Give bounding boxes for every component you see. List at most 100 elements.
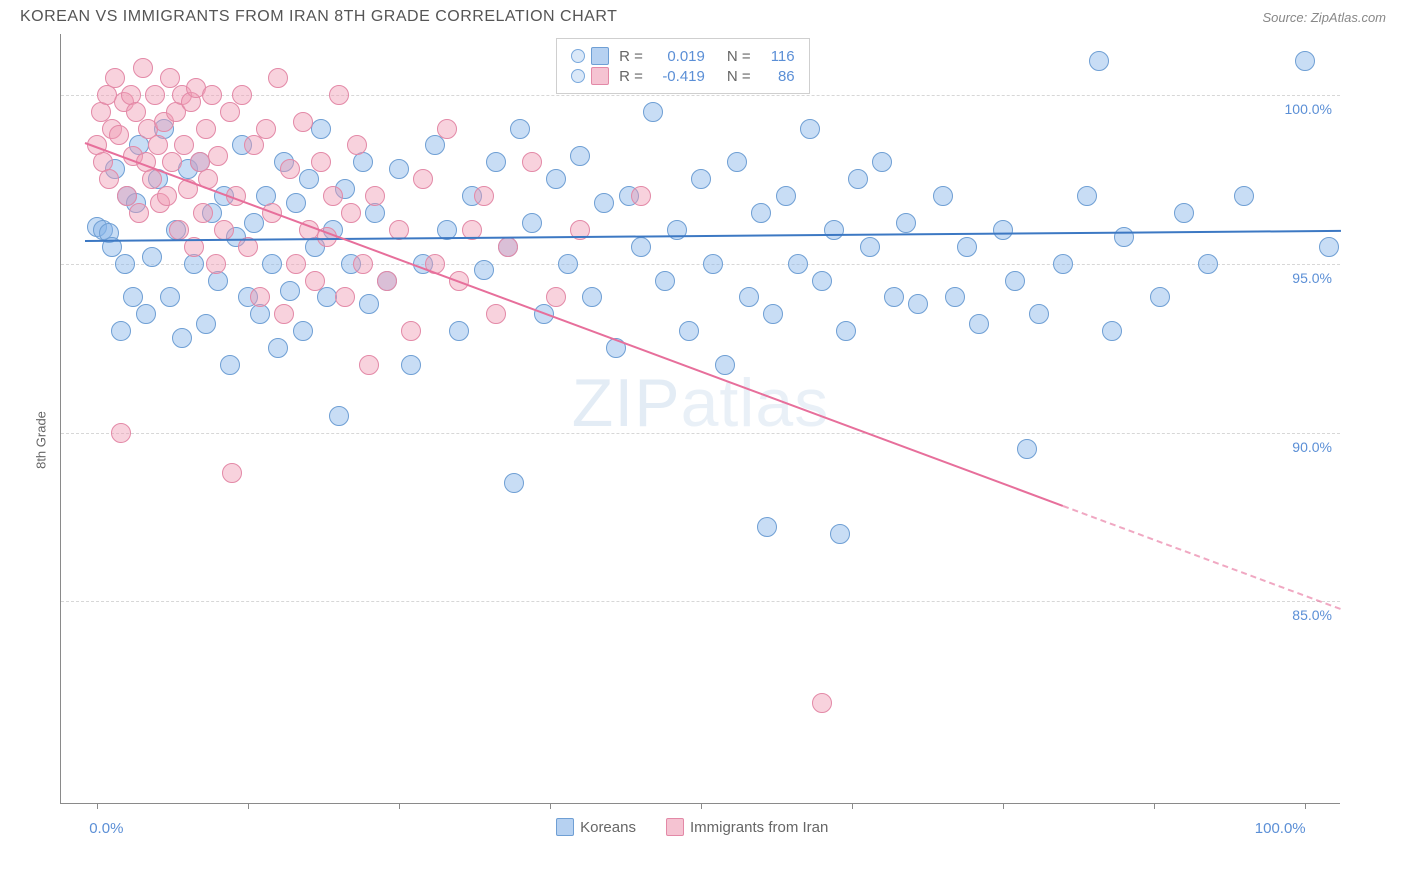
data-point	[522, 213, 542, 233]
data-point	[244, 213, 264, 233]
data-point	[558, 254, 578, 274]
data-point	[162, 152, 182, 172]
legend-circle-icon	[571, 49, 585, 63]
legend-item: Immigrants from Iran	[666, 818, 828, 836]
data-point	[1029, 304, 1049, 324]
trend-line	[85, 230, 1341, 242]
data-point	[115, 254, 135, 274]
data-point	[169, 220, 189, 240]
x-tick	[1003, 803, 1004, 809]
data-point	[594, 193, 614, 213]
r-value: -0.419	[653, 68, 705, 85]
legend-label: Immigrants from Iran	[690, 819, 828, 836]
gridline-h	[61, 433, 1340, 434]
data-point	[757, 517, 777, 537]
legend-square-icon	[591, 47, 609, 65]
data-point	[570, 146, 590, 166]
data-point	[377, 271, 397, 291]
chart-header: KOREAN VS IMMIGRANTS FROM IRAN 8TH GRADE…	[0, 0, 1406, 30]
data-point	[884, 287, 904, 307]
data-point	[142, 169, 162, 189]
data-point	[546, 287, 566, 307]
data-point	[341, 203, 361, 223]
data-point	[860, 237, 880, 257]
data-point	[582, 287, 602, 307]
data-point	[174, 135, 194, 155]
stats-row: R =0.019N =116	[571, 47, 795, 65]
data-point	[250, 287, 270, 307]
data-point	[329, 406, 349, 426]
data-point	[220, 355, 240, 375]
legend-swatch-icon	[666, 818, 684, 836]
data-point	[788, 254, 808, 274]
r-label: R =	[619, 68, 643, 85]
data-point	[389, 159, 409, 179]
data-point	[679, 321, 699, 341]
x-tick-label: 0.0%	[89, 820, 123, 837]
data-point	[111, 321, 131, 341]
y-axis-label: 8th Grade	[33, 411, 48, 469]
y-tick-label: 95.0%	[1292, 270, 1332, 286]
data-point	[1017, 439, 1037, 459]
data-point	[208, 271, 228, 291]
legend-circle-icon	[571, 69, 585, 83]
trend-line-dashed	[1063, 505, 1341, 610]
data-point	[824, 220, 844, 240]
data-point	[311, 152, 331, 172]
n-value: 116	[761, 48, 795, 65]
data-point	[268, 338, 288, 358]
data-point	[193, 203, 213, 223]
data-point	[437, 119, 457, 139]
x-tick	[852, 803, 853, 809]
data-point	[957, 237, 977, 257]
data-point	[413, 169, 433, 189]
data-point	[830, 524, 850, 544]
data-point	[335, 287, 355, 307]
data-point	[256, 119, 276, 139]
legend-label: Koreans	[580, 819, 636, 836]
x-tick	[701, 803, 702, 809]
data-point	[347, 135, 367, 155]
data-point	[631, 237, 651, 257]
data-point	[157, 186, 177, 206]
data-point	[425, 135, 445, 155]
data-point	[111, 423, 131, 443]
y-tick-label: 85.0%	[1292, 607, 1332, 623]
stats-row: R =-0.419N =86	[571, 67, 795, 85]
data-point	[486, 152, 506, 172]
data-point	[280, 159, 300, 179]
data-point	[510, 119, 530, 139]
data-point	[872, 152, 892, 172]
x-tick	[399, 803, 400, 809]
data-point	[317, 287, 337, 307]
data-point	[244, 135, 264, 155]
data-point	[498, 237, 518, 257]
data-point	[222, 463, 242, 483]
data-point	[262, 254, 282, 274]
data-point	[751, 203, 771, 223]
data-point	[286, 193, 306, 213]
data-point	[401, 355, 421, 375]
data-point	[1077, 186, 1097, 206]
data-point	[353, 254, 373, 274]
x-tick	[248, 803, 249, 809]
data-point	[365, 186, 385, 206]
x-tick	[97, 803, 98, 809]
data-point	[969, 314, 989, 334]
data-point	[739, 287, 759, 307]
data-point	[1102, 321, 1122, 341]
data-point	[474, 186, 494, 206]
data-point	[105, 68, 125, 88]
n-value: 86	[761, 68, 795, 85]
data-point	[299, 169, 319, 189]
data-point	[401, 321, 421, 341]
data-point	[274, 304, 294, 324]
r-label: R =	[619, 48, 643, 65]
x-tick-label: 100.0%	[1255, 820, 1306, 837]
r-value: 0.019	[653, 48, 705, 65]
data-point	[208, 146, 228, 166]
data-point	[145, 85, 165, 105]
data-point	[1005, 271, 1025, 291]
data-point	[148, 135, 168, 155]
legend-swatch-icon	[556, 818, 574, 836]
